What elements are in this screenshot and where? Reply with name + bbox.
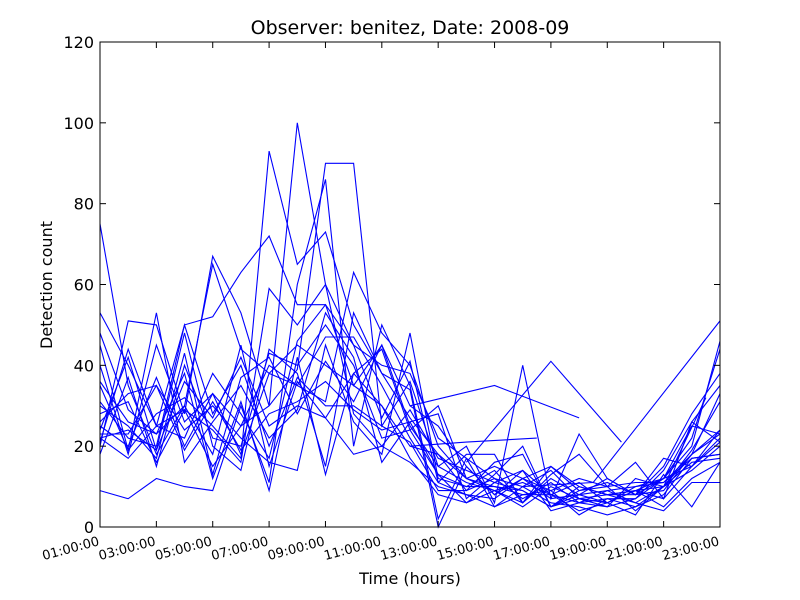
x-tick-label: 01:00:00 [41,534,101,564]
y-tick-label: 100 [63,114,94,133]
series-line-21 [409,437,537,447]
plot-frame [99,41,721,528]
x-tick-label: 21:00:00 [604,534,664,564]
x-tick-label: 09:00:00 [266,534,326,564]
series-line-22 [409,384,580,419]
y-tick-label: 60 [74,276,94,295]
series-line-17 [99,336,721,504]
x-tick-label: 05:00:00 [153,534,213,564]
x-tick-label: 15:00:00 [435,534,495,564]
x-axis-label: Time (hours) [358,569,461,588]
series-line-25 [607,397,707,496]
y-tick-label: 20 [74,437,94,456]
x-tick-label: 11:00:00 [323,534,383,564]
x-tick-label: 07:00:00 [210,534,270,564]
series-line-24 [522,320,721,488]
series-line-9 [99,311,721,529]
y-tick-label: 40 [74,356,94,375]
x-tick-label: 17:00:00 [492,534,552,564]
series-line-19 [99,303,721,500]
x-tick-label: 23:00:00 [661,534,721,564]
y-tick-label: 80 [74,195,94,214]
series-line-16 [99,283,721,504]
y-tick-label: 0 [84,518,94,537]
series-line-5 [99,150,721,504]
chart-title: Observer: benitez, Date: 2008-09 [251,17,570,39]
y-axis-label: Detection count [37,221,56,349]
series-line-14 [99,355,721,516]
y-axis: 0 20 40 60 80 100 120 [63,33,720,537]
series-line-10 [99,344,721,516]
series-line-20 [100,380,721,504]
x-tick-label: 13:00:00 [379,534,439,564]
x-tick-label: 03:00:00 [97,534,157,564]
series-line-7 [99,179,721,521]
x-tick-label: 19:00:00 [548,534,608,564]
series-lines [99,122,721,529]
y-tick-label: 120 [63,33,94,52]
series-line-23 [465,360,622,463]
